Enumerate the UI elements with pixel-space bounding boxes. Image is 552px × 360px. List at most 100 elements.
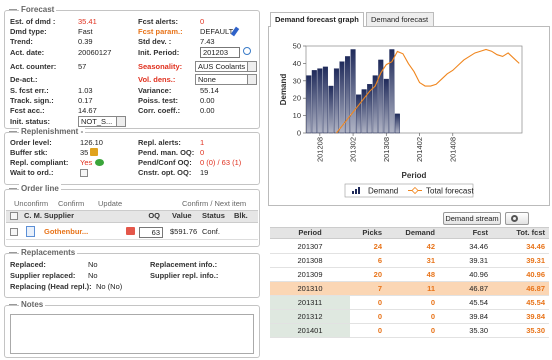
tab-label: Demand forecast graph [275,15,359,24]
order-value: $591.76 [170,227,198,236]
toolbar-button[interactable]: Unconfirm [14,199,49,208]
toolbar-button[interactable]: Confirm / Next item [182,199,247,208]
select-arrow [247,62,256,71]
notes-textarea[interactable] [10,314,254,354]
init-period-input[interactable]: 201203 [200,47,240,58]
table-row [270,268,549,282]
table-cell: 39.31 [469,256,488,265]
order-row [6,224,258,240]
notes-panel [4,305,260,358]
init-status-select[interactable]: NOT_S... [78,116,126,127]
column-header: Demand [405,228,435,237]
settings-button[interactable] [505,212,529,225]
table-cell: 42 [426,242,435,251]
table-header [6,210,258,223]
column-header: Fcst [472,228,488,237]
table-row [270,254,549,268]
select-value: None [198,75,216,84]
column-header: Tot. fcst [516,228,545,237]
field-value: 0 [200,148,205,157]
period-cell-text: 201310 [297,284,323,293]
period-cell [270,310,350,323]
field-value: 0.39 [78,37,93,46]
section-title: Forecast [19,5,57,15]
field-value: No [88,260,98,269]
table-cell: 46.87 [526,284,545,293]
column-header: C. M. [24,211,42,220]
field-label: Std dev. : [138,37,172,46]
field-label: Replaced: [10,260,46,269]
section-title: Notes [19,300,46,310]
checkbox[interactable] [10,228,18,236]
tab[interactable]: Demand forecast [366,12,434,27]
table-cell: 0 [377,298,382,307]
field-label: Init. status: [10,117,51,126]
legend-icon [9,188,17,189]
field-label: Fcst param.: [138,27,183,36]
column-header: Supplier [44,211,75,220]
field-value: 57 [78,62,87,71]
section-title: Replacements [19,248,78,258]
select-value: AUS Coolants [198,62,246,71]
field-label: Order level: [10,138,52,147]
section-title: Replenishment - [19,127,86,137]
field-value: DEFAULT [200,27,234,36]
legend-icon [9,9,17,10]
field-value: 126.10 [80,138,103,147]
field-value: 0 (0) / 63 (1) [200,158,242,167]
select[interactable]: AUS Coolants [195,61,257,72]
field-label: De-act.: [10,75,38,84]
gear-icon [511,215,518,222]
legend-icon [9,252,17,253]
period-cell [270,296,350,309]
table-cell: 20 [373,270,382,279]
compliant-icon [95,159,104,166]
field-value: No (No) [96,282,123,291]
table-cell: 39.84 [526,312,545,321]
table-cell: 35.30 [526,326,545,335]
demand-stream-button[interactable]: Demand stream [443,212,501,225]
document-icon[interactable] [26,226,35,237]
period-cell-text: 201308 [297,256,323,265]
field-label: Vol. dens.: [138,75,176,84]
table-cell: 6 [377,256,382,265]
field-value: 1 [200,138,205,147]
input-value: 63 [151,228,160,237]
field-value: No [88,271,98,280]
tab[interactable]: Demand forecast graph [270,12,364,27]
period-cell-text: 201307 [297,242,323,251]
select-arrow [247,75,256,84]
field-value: 20060127 [78,48,112,57]
column-header: Picks [362,228,382,237]
input-value: 201203 [203,48,229,57]
table-cell: 48 [426,270,435,279]
table-row [270,282,549,296]
field-label: Est. of dmd : [10,17,56,26]
oq-input[interactable]: 63 [139,227,163,238]
table-cell: 35.30 [469,326,488,335]
buffer-icon [90,148,98,156]
field-value: 35 [80,148,89,157]
field-label: Pend. man. OQ: [138,148,195,157]
field-value: Fast [78,27,93,36]
toolbar-button[interactable]: Confirm [58,199,85,208]
table-cell: 0 [377,326,382,335]
table-cell: 34.46 [469,242,488,251]
toolbar-button[interactable]: Update [98,199,123,208]
field-label: Act. counter: [10,62,57,71]
period-cell-text: 201311 [297,298,323,307]
field-label: Corr. coeff.: [138,106,181,115]
table-cell: 40.96 [469,270,488,279]
search-icon[interactable] [243,47,251,55]
table-row [270,240,549,254]
field-value: 7.43 [200,37,215,46]
select[interactable]: None [195,74,257,85]
table-header [270,227,549,239]
field-label: Seasonality: [138,62,183,71]
checkbox[interactable] [80,169,88,177]
table-cell: 0 [430,312,435,321]
field-value: 0.00 [200,106,215,115]
column-header: OQ [148,211,160,220]
checkbox[interactable] [10,212,18,220]
